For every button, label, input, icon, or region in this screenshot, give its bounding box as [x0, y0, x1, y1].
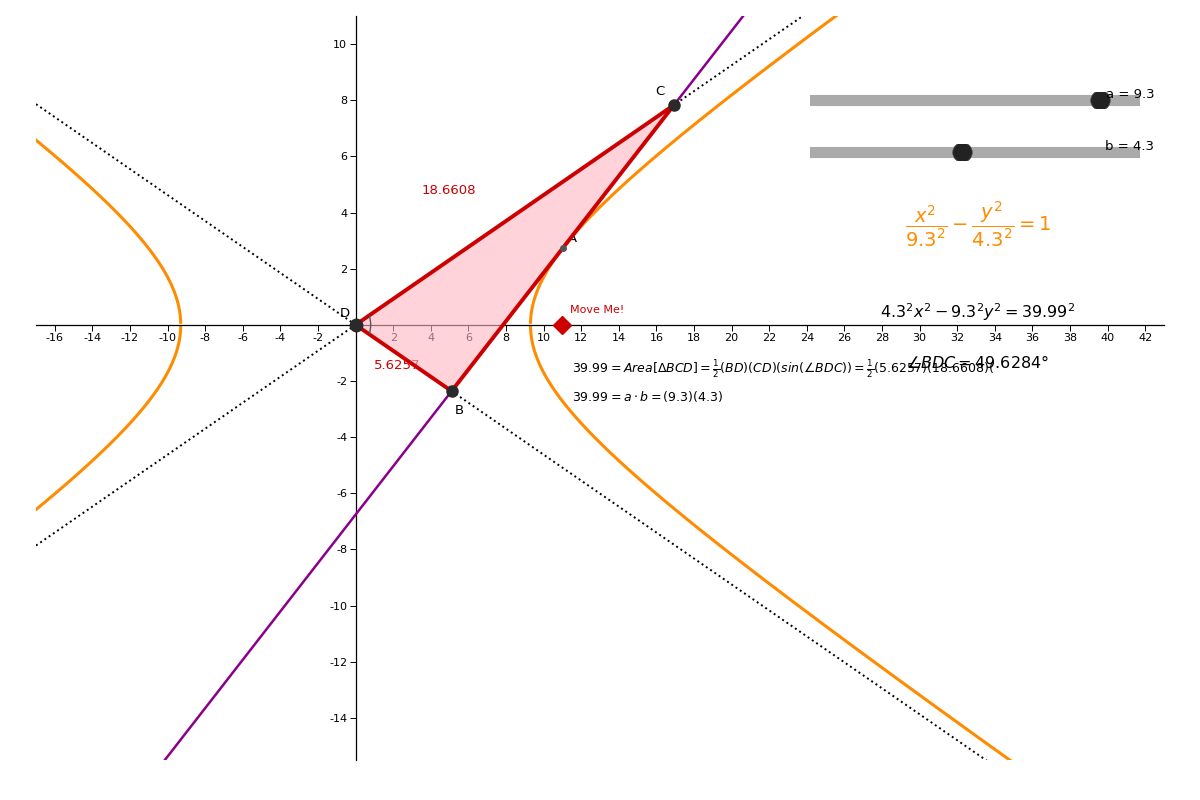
Polygon shape — [355, 105, 674, 391]
Text: D: D — [340, 306, 350, 320]
Text: A: A — [568, 232, 577, 246]
Text: $4.3^2x^2 - 9.3^2y^2 = 39.99^2$: $4.3^2x^2 - 9.3^2y^2 = 39.99^2$ — [881, 301, 1075, 323]
Text: 18.6608: 18.6608 — [421, 183, 476, 197]
Text: $39.99 = Area[\Delta BCD] = \frac{1}{2}(BD)(CD)(sin(\angle BDC)) = \frac{1}{2}(5: $39.99 = Area[\Delta BCD] = \frac{1}{2}(… — [571, 358, 994, 381]
Text: a = 9.3: a = 9.3 — [1105, 88, 1154, 101]
Text: 5.6257: 5.6257 — [374, 359, 421, 372]
Text: $39.99 = a \cdot b = (9.3)(4.3)$: $39.99 = a \cdot b = (9.3)(4.3)$ — [571, 390, 722, 405]
Text: B: B — [455, 404, 463, 417]
Text: Move Me!: Move Me! — [570, 305, 624, 315]
Text: $\dfrac{x^2}{9.3^2} - \dfrac{y^2}{4.3^2} = 1$: $\dfrac{x^2}{9.3^2} - \dfrac{y^2}{4.3^2}… — [905, 199, 1051, 249]
Text: C: C — [655, 85, 665, 98]
Text: $\angle BDC = 49.6284°$: $\angle BDC = 49.6284°$ — [906, 355, 1050, 373]
Text: b = 4.3: b = 4.3 — [1105, 140, 1154, 153]
